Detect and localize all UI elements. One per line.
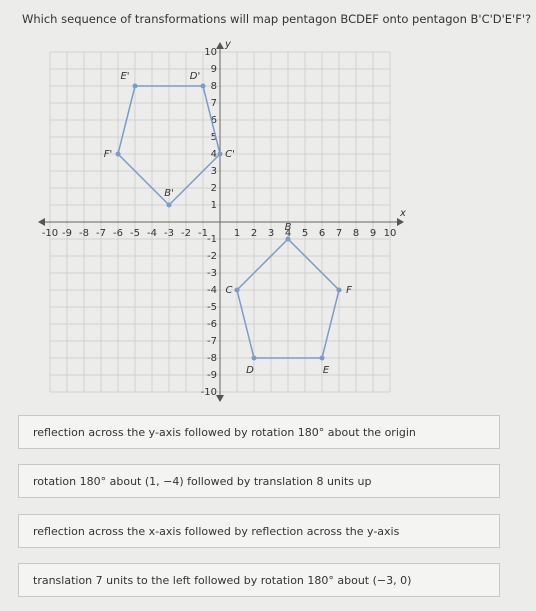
vertex-label: D' (190, 71, 200, 82)
y-tick-label: 4 (211, 149, 217, 160)
vertex (132, 83, 138, 89)
x-tick-label: -10 (42, 228, 58, 239)
y-tick-label: -6 (207, 319, 217, 330)
option[interactable]: reflection across the y-axis followed by… (18, 415, 500, 449)
vertex-label: B (285, 222, 292, 233)
vertex-label: C' (225, 149, 235, 160)
y-tick-label: 3 (211, 166, 217, 177)
y-tick-label: 2 (211, 183, 217, 194)
y-tick-label: 10 (204, 47, 217, 58)
vertex-label: D (246, 365, 254, 376)
vertex (319, 355, 325, 361)
y-tick-label: 6 (211, 115, 217, 126)
y-tick-label: -2 (207, 251, 217, 262)
y-tick-label: -9 (207, 370, 217, 381)
vertex-label: E' (120, 71, 129, 82)
option[interactable]: reflection across the x-axis followed by… (18, 514, 500, 548)
vertex (115, 151, 121, 157)
vertex-label: F (346, 285, 352, 296)
y-axis-label: y (224, 39, 232, 50)
option[interactable]: translation 7 units to the left followed… (18, 563, 500, 597)
graph: -10 -9 -8 -7 -6 -5 -4 -3 -2 -1 1 2 3 4 5 6 7 8 9 10-10-9-8-… (38, 39, 406, 402)
y-tick-label: -3 (207, 268, 217, 279)
y-tick-label: -5 (207, 302, 217, 313)
x-tick-label: 9 (370, 228, 376, 239)
option[interactable]: rotation 180° about (1, −4) followed by … (18, 464, 500, 498)
x-tick-label: -3 (164, 228, 174, 239)
vertex (251, 355, 257, 361)
x-tick-label: 4 (285, 228, 291, 239)
vertex (200, 83, 206, 89)
y-tick-label: 8 (211, 81, 217, 92)
vertex (166, 202, 172, 208)
x-tick-label: 3 (268, 228, 274, 239)
y-tick-label: 7 (211, 98, 217, 109)
x-tick-label: -1 (198, 228, 208, 239)
vertex-label: E (323, 365, 330, 376)
x-axis-label: x (399, 208, 406, 219)
pentagon (236, 237, 340, 359)
vertex-label: B' (164, 188, 174, 199)
x-tick-label: -9 (62, 228, 72, 239)
x-tick-label: -6 (113, 228, 123, 239)
y-tick-label: -1 (207, 234, 217, 245)
x-tick-label: 6 (319, 228, 325, 239)
vertex-label: C (226, 285, 233, 296)
vertex-label: F' (104, 149, 113, 160)
y-tick-label: 5 (211, 132, 217, 143)
y-tick-label: 1 (211, 200, 217, 211)
x-tick-label: -8 (79, 228, 89, 239)
x-tick-label: -5 (130, 228, 140, 239)
x-tick-label: 8 (353, 228, 359, 239)
y-tick-label: -8 (207, 353, 217, 364)
x-tick-label: 10 (384, 228, 397, 239)
x-tick-label: 5 (302, 228, 308, 239)
x-tick-label: -7 (96, 228, 106, 239)
y-tick-label: -7 (207, 336, 217, 347)
y-tick-label: -10 (201, 387, 217, 398)
pentagon (117, 85, 221, 207)
question: Which sequence of transformations will m… (22, 12, 532, 26)
y-tick-label: -4 (207, 285, 217, 296)
vertex (336, 287, 342, 293)
x-tick-label: 7 (336, 228, 342, 239)
vertex (217, 151, 223, 157)
x-tick-label: 1 (234, 228, 240, 239)
y-tick-label: 9 (211, 64, 217, 75)
x-tick-label: -2 (181, 228, 191, 239)
vertex (234, 287, 240, 293)
x-tick-label: -4 (147, 228, 157, 239)
x-tick-label: 2 (251, 228, 257, 239)
vertex (285, 236, 291, 242)
